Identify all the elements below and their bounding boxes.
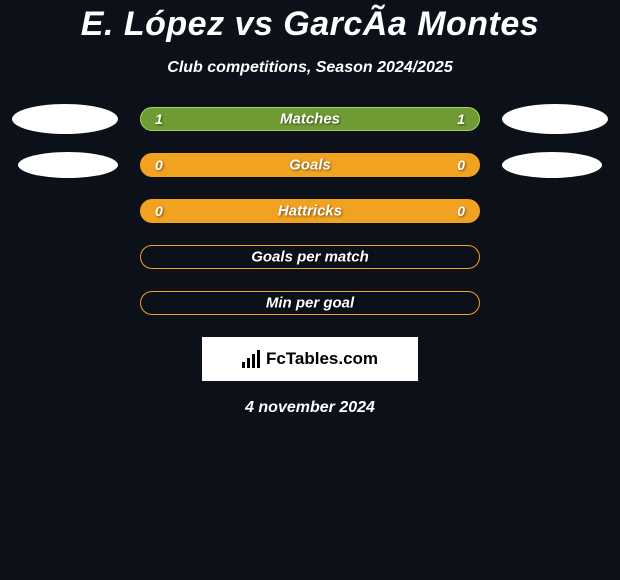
stat-row-min-per-goal: Min per goal	[0, 291, 620, 315]
player-avatar-right	[502, 104, 608, 134]
main-container: E. López vs GarcÃ­a Montes Club competit…	[0, 0, 620, 417]
stat-label: Goals per match	[251, 249, 369, 266]
stat-label: Matches	[280, 111, 340, 128]
stat-value-left: 1	[155, 111, 163, 127]
stat-row-hattricks: 0 Hattricks 0	[0, 199, 620, 223]
stat-bar-goals-per-match: Goals per match	[140, 245, 480, 269]
bars-icon	[242, 350, 262, 368]
footer-logo-label: FcTables.com	[266, 349, 378, 369]
player-avatar-left	[18, 152, 118, 178]
footer-logo-text: FcTables.com	[242, 349, 378, 369]
player-avatar-right	[502, 152, 602, 178]
stat-label: Goals	[289, 157, 331, 174]
stat-value-left: 0	[155, 157, 163, 173]
stat-value-left: 0	[155, 203, 163, 219]
player-avatar-left	[12, 104, 118, 134]
stat-value-right: 1	[457, 111, 465, 127]
footer-logo: FcTables.com	[202, 337, 418, 381]
stat-row-goals: 0 Goals 0	[0, 153, 620, 177]
stat-bar-matches: 1 Matches 1	[140, 107, 480, 131]
subtitle: Club competitions, Season 2024/2025	[0, 59, 620, 77]
page-title: E. López vs GarcÃ­a Montes	[0, 5, 620, 44]
stat-bar-min-per-goal: Min per goal	[140, 291, 480, 315]
stat-label: Min per goal	[266, 295, 354, 312]
stat-label: Hattricks	[278, 203, 342, 220]
stat-row-goals-per-match: Goals per match	[0, 245, 620, 269]
stat-value-right: 0	[457, 203, 465, 219]
stat-bar-hattricks: 0 Hattricks 0	[140, 199, 480, 223]
stat-row-matches: 1 Matches 1	[0, 107, 620, 131]
stat-bar-goals: 0 Goals 0	[140, 153, 480, 177]
date-text: 4 november 2024	[0, 399, 620, 417]
stat-value-right: 0	[457, 157, 465, 173]
